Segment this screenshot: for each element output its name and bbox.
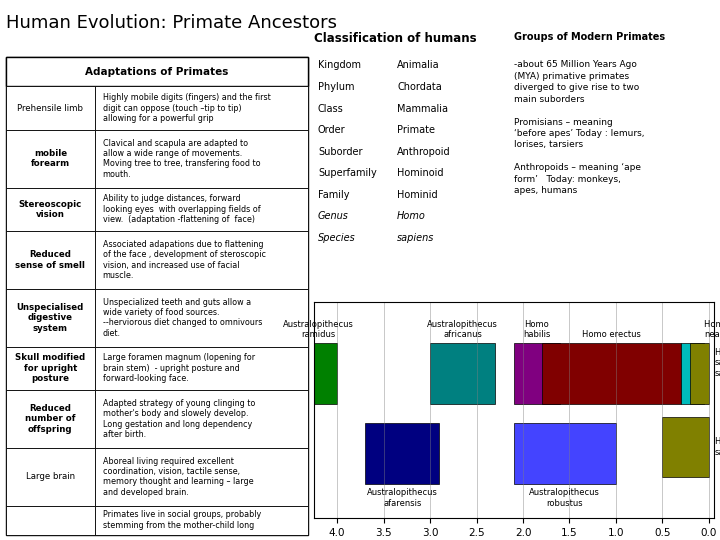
Bar xyxy=(6,289,95,347)
Text: Primates live in social groups, probably
stemming from the mother-child long: Primates live in social groups, probably… xyxy=(102,510,261,530)
Text: Homo sapiens
neandertalensis: Homo sapiens neandertalensis xyxy=(704,320,720,339)
Text: Mammalia: Mammalia xyxy=(397,104,448,113)
Text: Highly mobile digits (fingers) and the first
digit can oppose (touch –tip to tip: Highly mobile digits (fingers) and the f… xyxy=(102,93,270,123)
Text: Reduced
sense of smell: Reduced sense of smell xyxy=(15,250,85,269)
Text: Chordata: Chordata xyxy=(397,82,442,92)
Text: Unspecialised
digestive
system: Unspecialised digestive system xyxy=(17,303,84,333)
Text: Phylum: Phylum xyxy=(318,82,354,92)
Text: Hominid: Hominid xyxy=(397,190,438,200)
Text: Prehensile limb: Prehensile limb xyxy=(17,104,84,112)
Text: Homo: Homo xyxy=(397,211,426,221)
Bar xyxy=(541,343,681,404)
Bar xyxy=(6,187,95,231)
Text: Unspecialized teeth and guts allow a
wide variety of food sources.
--herviorous : Unspecialized teeth and guts allow a wid… xyxy=(102,298,262,338)
Bar xyxy=(95,289,308,347)
Text: Family: Family xyxy=(318,190,349,200)
Text: Reduced
number of
offspring: Reduced number of offspring xyxy=(25,404,76,434)
Text: Large foramen magnum (lopening for
brain stem)  - upright posture and
forward-lo: Large foramen magnum (lopening for brain… xyxy=(102,353,255,383)
Text: Australopithecus
africanus: Australopithecus africanus xyxy=(427,320,498,339)
Text: Hominoid: Hominoid xyxy=(397,168,444,178)
Text: Australopithecus
robustus: Australopithecus robustus xyxy=(529,488,600,508)
Text: Ability to judge distances, forward
looking eyes  with overlapping fields of
vie: Ability to judge distances, forward look… xyxy=(102,194,260,224)
Bar xyxy=(681,343,704,404)
Text: Suborder: Suborder xyxy=(318,147,362,157)
Bar xyxy=(662,417,709,477)
Bar xyxy=(6,347,95,390)
Bar xyxy=(365,423,439,484)
Text: Adapted strategy of young clinging to
mother's body and slowely develop.
Long ge: Adapted strategy of young clinging to mo… xyxy=(102,399,255,439)
Text: mobile
forearm: mobile forearm xyxy=(31,149,70,168)
Bar xyxy=(95,390,308,448)
Bar xyxy=(6,231,95,289)
Bar xyxy=(95,448,308,505)
Text: sapiens: sapiens xyxy=(397,233,434,243)
Text: Anthropoid: Anthropoid xyxy=(397,147,451,157)
Bar xyxy=(514,343,560,404)
Text: Kingdom: Kingdom xyxy=(318,60,361,70)
Text: Homo
sapiens
sapiens: Homo sapiens sapiens xyxy=(714,348,720,378)
Bar xyxy=(690,343,709,404)
Text: Class: Class xyxy=(318,104,343,113)
Text: Skull modified
for upright
posture: Skull modified for upright posture xyxy=(15,353,86,383)
Bar xyxy=(6,390,95,448)
Text: Stereoscopic
vision: Stereoscopic vision xyxy=(19,200,82,219)
Bar xyxy=(6,86,95,130)
Bar xyxy=(95,86,308,130)
Bar xyxy=(430,343,495,404)
Text: Aboreal living required excellent
coordination, vision, tactile sense,
memory th: Aboreal living required excellent coordi… xyxy=(102,457,253,497)
Bar xyxy=(6,130,95,187)
Bar xyxy=(6,505,95,535)
Text: Classification of humans: Classification of humans xyxy=(314,32,477,45)
Text: Homo
sapiens: Homo sapiens xyxy=(714,437,720,457)
Text: Primate: Primate xyxy=(397,125,435,135)
Text: Genus: Genus xyxy=(318,211,348,221)
Text: Homo
habilis: Homo habilis xyxy=(523,320,551,339)
Bar xyxy=(95,231,308,289)
Text: Associated adapations due to flattening
of the face , development of steroscopic: Associated adapations due to flattening … xyxy=(102,240,266,280)
Bar xyxy=(514,423,616,484)
Text: Clavical and scapula are adapted to
allow a wide range of movements.
Moving tree: Clavical and scapula are adapted to allo… xyxy=(102,139,260,179)
Bar xyxy=(300,343,337,404)
Bar xyxy=(95,505,308,535)
Text: Australopithecus
afarensis: Australopithecus afarensis xyxy=(366,488,438,508)
Text: Human Evolution: Primate Ancestors: Human Evolution: Primate Ancestors xyxy=(6,14,337,31)
Bar xyxy=(95,347,308,390)
Text: Order: Order xyxy=(318,125,346,135)
Text: Animalia: Animalia xyxy=(397,60,440,70)
Text: Australopithecus
ramidus: Australopithecus ramidus xyxy=(283,320,354,339)
Bar xyxy=(95,187,308,231)
Text: Groups of Modern Primates: Groups of Modern Primates xyxy=(514,32,665,43)
Bar xyxy=(6,448,95,505)
Text: Superfamily: Superfamily xyxy=(318,168,377,178)
Text: -about 65 Million Years Ago
(MYA) primative primates
diverged to give rise to tw: -about 65 Million Years Ago (MYA) primat… xyxy=(514,60,644,195)
Text: Large brain: Large brain xyxy=(26,472,75,481)
Text: Homo erectus: Homo erectus xyxy=(582,330,641,339)
Text: Adaptations of Primates: Adaptations of Primates xyxy=(85,66,229,77)
Text: Species: Species xyxy=(318,233,356,243)
Bar xyxy=(95,130,308,187)
Bar xyxy=(6,57,308,86)
